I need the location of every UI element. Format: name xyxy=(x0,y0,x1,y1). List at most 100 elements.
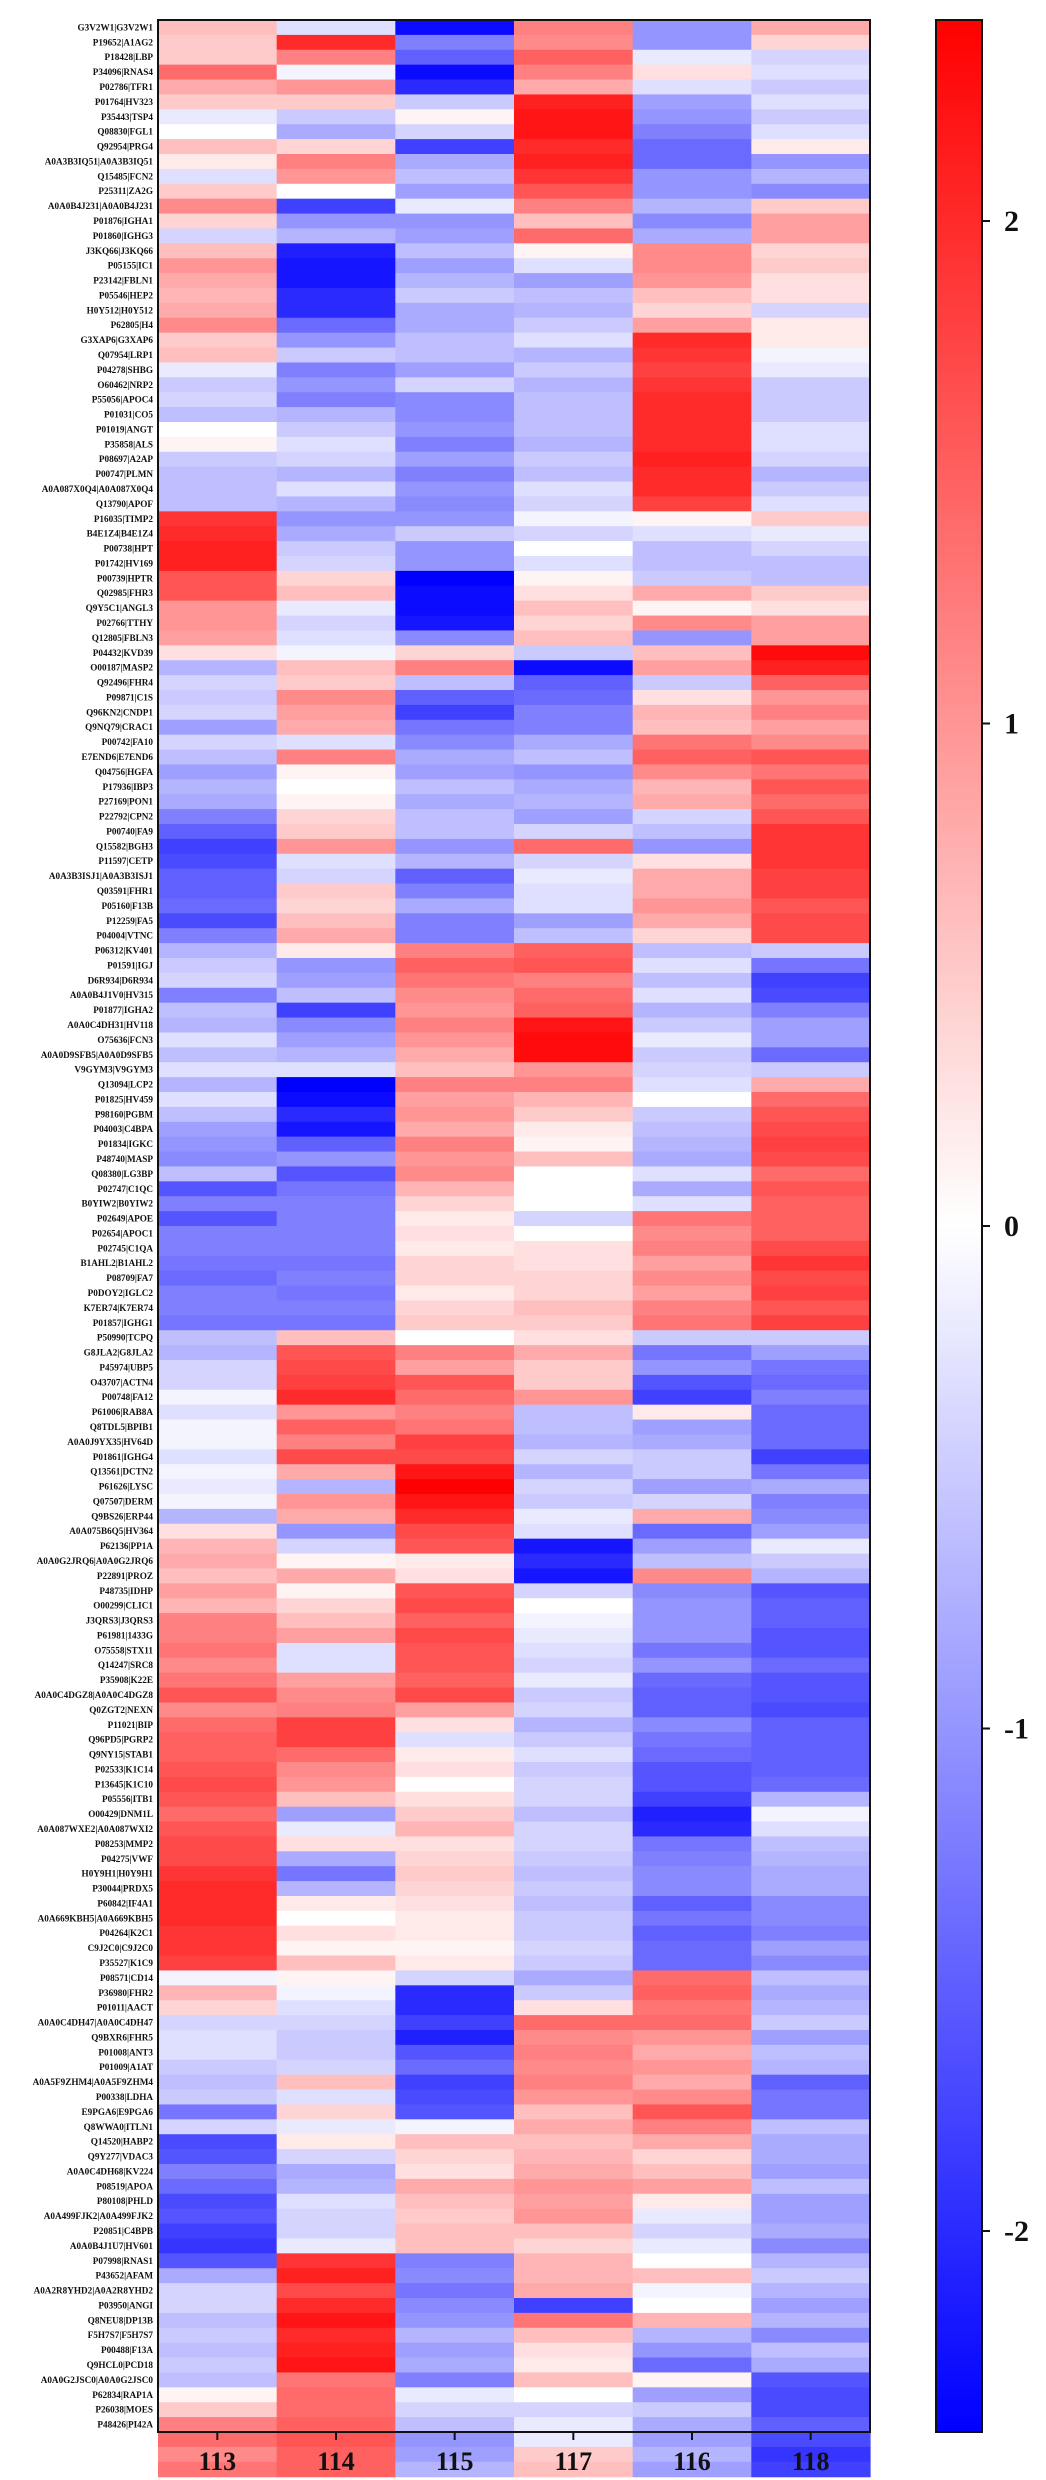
heatmap-cell xyxy=(395,94,515,110)
row-label: Q04756|HGFA xyxy=(95,767,153,777)
row-label: P62834|RAP1A xyxy=(92,2390,153,2400)
heatmap-cell xyxy=(514,64,634,81)
heatmap-cell xyxy=(751,660,871,676)
heatmap-cell xyxy=(514,2193,634,2210)
heatmap-cell xyxy=(514,317,634,334)
heatmap-cell xyxy=(751,1270,871,1287)
row-label: P00740|FA9 xyxy=(106,826,153,836)
heatmap-cell xyxy=(514,34,634,51)
heatmap-cell xyxy=(395,1628,515,1644)
heatmap-cell xyxy=(514,1732,634,1748)
heatmap-cell xyxy=(751,1017,871,1034)
heatmap-cell xyxy=(158,838,278,855)
heatmap-cell xyxy=(395,1657,515,1674)
heatmap-cell xyxy=(751,451,871,468)
heatmap-cell xyxy=(632,377,752,393)
heatmap-cell xyxy=(395,764,515,780)
heatmap-cell xyxy=(751,243,871,259)
heatmap-cell xyxy=(514,198,634,215)
heatmap-cell xyxy=(395,2134,515,2150)
heatmap-cell xyxy=(158,139,278,155)
heatmap-cell xyxy=(751,1970,871,1986)
heatmap-cell xyxy=(514,2417,634,2433)
heatmap-cell xyxy=(514,2089,634,2106)
heatmap-cell xyxy=(514,660,634,676)
heatmap-cell xyxy=(158,2149,278,2165)
heatmap-cell xyxy=(276,794,396,810)
row-label: P19652|A1AG2 xyxy=(93,37,154,47)
heatmap-cell xyxy=(632,1851,752,1867)
heatmap-cell xyxy=(514,1821,634,1838)
heatmap-cell xyxy=(751,1106,871,1123)
heatmap-cell xyxy=(751,1494,871,1510)
heatmap-cell xyxy=(632,94,752,110)
heatmap-cell xyxy=(395,2253,515,2269)
row-label: P55056|APOC4 xyxy=(92,395,154,405)
heatmap-cell xyxy=(158,1791,278,1808)
row-label: P04432|KVD39 xyxy=(93,648,154,658)
heatmap-cell xyxy=(751,1508,871,1525)
heatmap-cell xyxy=(395,109,515,125)
heatmap-cell xyxy=(751,1300,871,1316)
heatmap-cell xyxy=(632,34,752,51)
heatmap-cell xyxy=(395,511,515,527)
heatmap-cell xyxy=(395,2223,515,2240)
heatmap-cell xyxy=(158,1598,278,1614)
heatmap-cell xyxy=(276,1285,396,1302)
heatmap-cell xyxy=(158,1672,278,1689)
heatmap-cell xyxy=(632,1806,752,1823)
heatmap-cell xyxy=(751,2149,871,2165)
heatmap-cell xyxy=(514,1881,634,1897)
heatmap-cell xyxy=(632,49,752,66)
heatmap-cell xyxy=(158,1047,278,1063)
heatmap-cell xyxy=(632,228,752,244)
heatmap-cell xyxy=(395,1821,515,1838)
row-label: P45974|UBP5 xyxy=(99,1362,153,1372)
heatmap-cell xyxy=(632,2208,752,2225)
heatmap-cell xyxy=(751,1791,871,1808)
heatmap-cell xyxy=(632,451,752,468)
heatmap-cell xyxy=(158,496,278,512)
heatmap-cell xyxy=(276,1136,396,1153)
heatmap-cell xyxy=(395,1672,515,1689)
heatmap-cell xyxy=(158,2312,278,2329)
row-label: P62805|H4 xyxy=(111,320,154,330)
heatmap-cell xyxy=(158,466,278,483)
heatmap-cell xyxy=(632,913,752,929)
heatmap-cell xyxy=(276,809,396,825)
heatmap-cell xyxy=(751,1419,871,1436)
heatmap-cell xyxy=(395,258,515,274)
heatmap-cell xyxy=(751,1449,871,1465)
heatmap-cell xyxy=(632,2417,752,2433)
heatmap-cell xyxy=(395,317,515,334)
heatmap-cell xyxy=(751,898,871,914)
heatmap-cell xyxy=(514,1047,634,1063)
heatmap-cell xyxy=(276,49,396,66)
heatmap-cell xyxy=(158,645,278,661)
heatmap-cell xyxy=(158,213,278,230)
heatmap-cell xyxy=(276,1613,396,1629)
heatmap-cell xyxy=(514,1747,634,1763)
heatmap-cell xyxy=(276,1345,396,1361)
heatmap-cell xyxy=(158,1732,278,1748)
heatmap-cell xyxy=(751,2134,871,2150)
heatmap-cell xyxy=(514,2134,634,2150)
heatmap-cell xyxy=(751,1985,871,2001)
heatmap-cell xyxy=(276,1300,396,1316)
heatmap-cell xyxy=(632,2059,752,2076)
heatmap-cell xyxy=(514,779,634,795)
row-label: P26038|MOES xyxy=(95,2405,153,2415)
row-label: Q13561|DCTN2 xyxy=(90,1467,153,1477)
heatmap-cell xyxy=(395,1523,515,1540)
heatmap-cell xyxy=(158,779,278,795)
heatmap-cell xyxy=(514,1374,634,1391)
row-label: P03950|ANGI xyxy=(98,2300,153,2310)
heatmap-cell xyxy=(632,258,752,274)
heatmap-cell xyxy=(158,2268,278,2284)
heatmap-cell xyxy=(276,34,396,51)
heatmap-cell xyxy=(395,273,515,289)
heatmap-cell xyxy=(158,377,278,393)
heatmap-cell xyxy=(514,1762,634,1778)
heatmap-cell xyxy=(276,1702,396,1718)
